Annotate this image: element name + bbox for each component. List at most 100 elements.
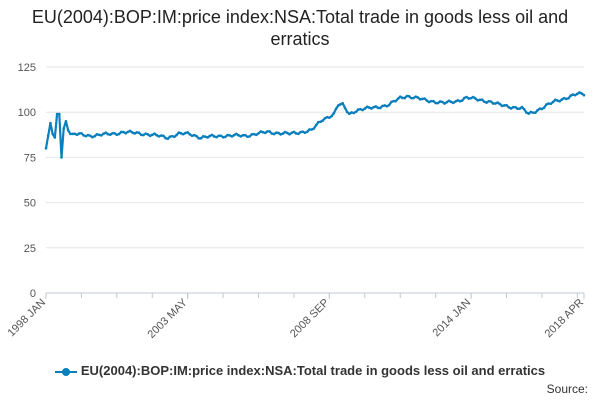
data-point[interactable] (383, 104, 387, 107)
data-point[interactable] (472, 95, 475, 99)
data-point[interactable] (560, 98, 564, 101)
data-point[interactable] (266, 130, 269, 133)
data-point[interactable] (314, 123, 318, 127)
data-point[interactable] (217, 134, 220, 138)
data-point[interactable] (443, 102, 446, 105)
data-point[interactable] (177, 131, 181, 134)
data-point[interactable] (336, 104, 340, 107)
data-point[interactable] (403, 96, 406, 100)
data-point[interactable] (197, 137, 201, 140)
data-point[interactable] (279, 133, 282, 136)
data-point[interactable] (226, 133, 229, 137)
data-point[interactable] (545, 103, 548, 106)
data-point[interactable] (549, 102, 553, 106)
data-point[interactable] (412, 96, 415, 100)
data-point[interactable] (553, 98, 557, 102)
data-point[interactable] (49, 121, 52, 125)
data-point[interactable] (263, 131, 267, 135)
data-point[interactable] (489, 100, 493, 103)
data-point[interactable] (179, 132, 183, 135)
data-point[interactable] (157, 135, 161, 138)
data-point[interactable] (367, 106, 371, 109)
data-point[interactable] (164, 136, 167, 140)
data-point[interactable] (290, 131, 294, 135)
data-point[interactable] (148, 134, 152, 138)
data-point[interactable] (126, 130, 130, 134)
data-point[interactable] (580, 92, 584, 95)
data-point[interactable] (350, 111, 353, 114)
data-point[interactable] (210, 133, 214, 137)
data-point[interactable] (529, 110, 533, 114)
data-point[interactable] (55, 112, 59, 116)
data-point[interactable] (491, 102, 495, 105)
data-point[interactable] (374, 105, 378, 108)
data-point[interactable] (142, 133, 145, 137)
data-point[interactable] (348, 112, 351, 116)
data-point[interactable] (119, 130, 123, 134)
data-point[interactable] (463, 96, 466, 100)
data-point[interactable] (248, 135, 251, 138)
data-point[interactable] (162, 134, 165, 138)
data-point[interactable] (88, 134, 92, 138)
data-point[interactable] (51, 132, 54, 136)
data-point[interactable] (387, 103, 391, 107)
data-point[interactable] (533, 111, 537, 115)
data-point[interactable] (153, 132, 156, 136)
data-point[interactable] (137, 131, 141, 135)
data-point[interactable] (370, 107, 373, 110)
data-point[interactable] (436, 101, 440, 105)
data-point[interactable] (204, 135, 207, 138)
data-point[interactable] (308, 128, 311, 131)
data-point[interactable] (166, 137, 170, 141)
data-point[interactable] (115, 133, 119, 137)
data-point[interactable] (188, 133, 192, 136)
data-point[interactable] (427, 100, 431, 104)
data-point[interactable] (516, 107, 519, 111)
data-point[interactable] (511, 105, 515, 109)
data-point[interactable] (212, 135, 216, 138)
data-point[interactable] (531, 111, 535, 114)
data-point[interactable] (558, 99, 561, 103)
data-point[interactable] (77, 132, 81, 135)
data-point[interactable] (239, 135, 243, 138)
data-point[interactable] (356, 108, 360, 111)
data-point[interactable] (181, 132, 185, 136)
data-point[interactable] (576, 92, 579, 96)
data-point[interactable] (64, 119, 68, 123)
data-point[interactable] (469, 96, 473, 100)
data-point[interactable] (458, 99, 462, 103)
data-point[interactable] (297, 132, 300, 136)
data-point[interactable] (241, 133, 245, 137)
data-point[interactable] (352, 111, 356, 115)
data-point[interactable] (476, 99, 480, 102)
data-point[interactable] (556, 99, 559, 102)
data-point[interactable] (305, 130, 309, 133)
data-point[interactable] (246, 135, 249, 139)
data-point[interactable] (193, 133, 196, 137)
data-point[interactable] (522, 107, 526, 111)
data-point[interactable] (317, 120, 320, 124)
data-point[interactable] (144, 132, 147, 135)
data-point[interactable] (243, 133, 247, 137)
data-point[interactable] (57, 112, 61, 116)
data-point[interactable] (361, 108, 364, 112)
data-point[interactable] (452, 101, 455, 105)
data-point[interactable] (155, 133, 158, 137)
data-point[interactable] (540, 107, 544, 111)
data-point[interactable] (224, 135, 227, 139)
data-point[interactable] (215, 135, 218, 139)
data-point[interactable] (292, 130, 296, 134)
data-point[interactable] (252, 132, 256, 136)
data-point[interactable] (429, 99, 433, 103)
data-point[interactable] (122, 130, 125, 134)
data-point[interactable] (97, 133, 101, 137)
data-point[interactable] (208, 134, 212, 138)
data-point[interactable] (259, 130, 263, 133)
data-point[interactable] (124, 131, 127, 135)
data-point[interactable] (538, 107, 542, 110)
data-point[interactable] (69, 132, 72, 136)
data-point[interactable] (201, 135, 205, 138)
data-point[interactable] (416, 96, 420, 99)
data-point[interactable] (341, 101, 344, 105)
data-point[interactable] (345, 110, 349, 114)
